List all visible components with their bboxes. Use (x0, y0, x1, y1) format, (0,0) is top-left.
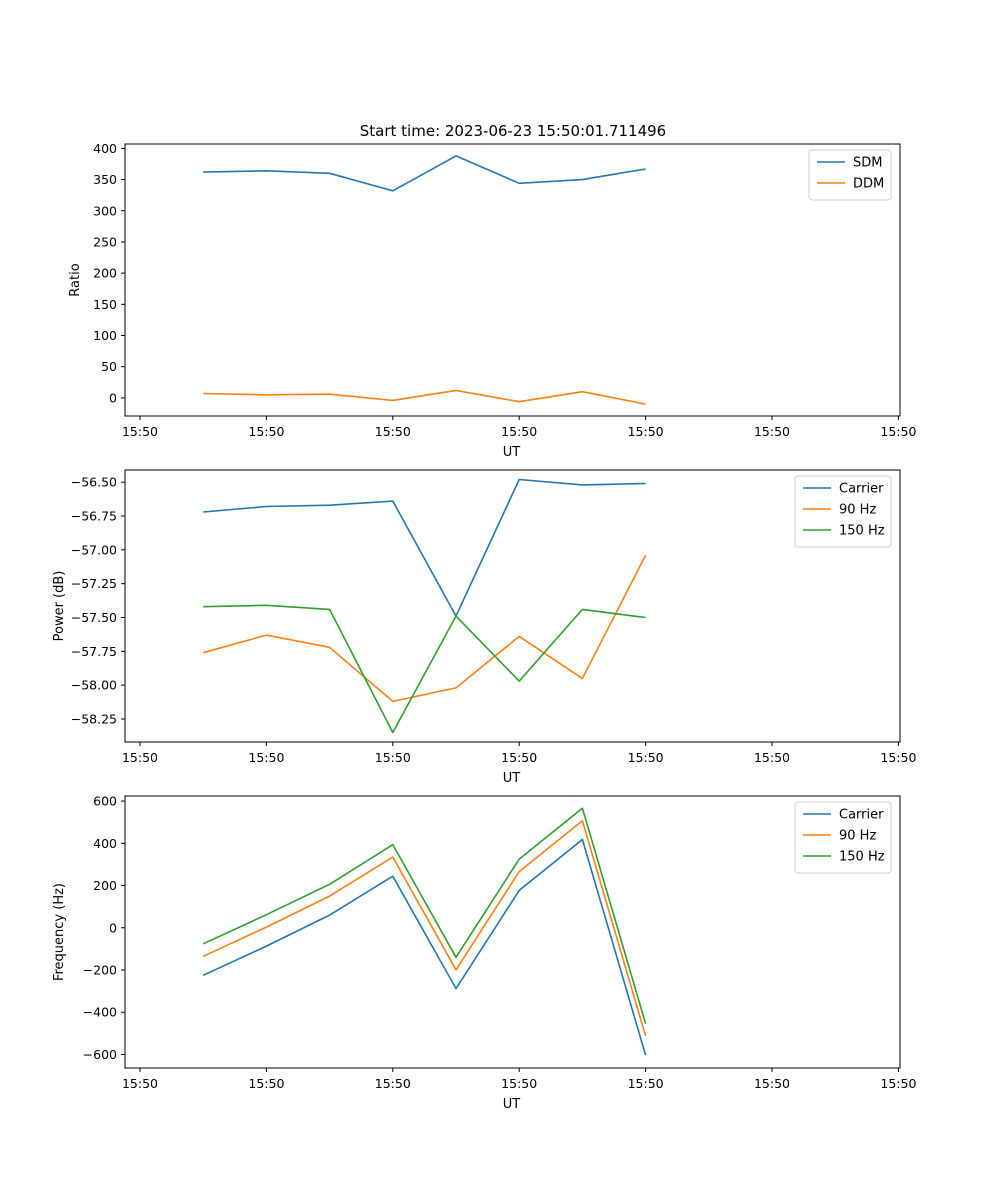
y-axis-label: Ratio (68, 263, 83, 296)
y-tick-label: 300 (93, 203, 117, 218)
legend-entry: DDM (853, 177, 884, 192)
legend-entry: 150 Hz (839, 850, 885, 865)
x-tick-label: 15:50 (501, 1076, 537, 1091)
subplots: 15:5015:5015:5015:5015:5015:5015:5015:51… (52, 141, 916, 1112)
legend: SDM DDM (808, 149, 892, 201)
subplot-3: 15:5015:5015:5015:5015:5015:5015:5015:51… (52, 794, 916, 1112)
y-tick-label: −58.25 (71, 711, 117, 726)
x-tick-label: 15:50 (754, 424, 790, 439)
series-line-sdm (203, 155, 646, 192)
x-tick-label: 15:50 (375, 424, 411, 439)
series-line-90-hz (202, 819, 647, 1037)
series-line-ddm (203, 389, 646, 405)
y-tick-label: −56.75 (71, 509, 117, 524)
x-tick-label: 15:50 (122, 1076, 158, 1091)
x-tick-label: 15:50 (754, 1076, 790, 1091)
legend-entry: Carrier (839, 808, 884, 823)
y-tick-label: −57.00 (71, 542, 117, 557)
x-tick-label: 15:50 (375, 750, 411, 765)
series-line-150-hz (203, 604, 646, 734)
x-tick-label: 15:50 (375, 1076, 411, 1091)
legend: Carrier 90 Hz 150 Hz (794, 801, 892, 874)
legend-entry: Carrier (839, 482, 884, 497)
y-tick-label: 0 (109, 390, 117, 405)
series-line-90-hz (202, 554, 647, 703)
subplot-1: 15:5015:5015:5015:5015:5015:5015:5015:51… (68, 141, 916, 460)
y-tick-label: −400 (83, 1005, 117, 1020)
axes-frame (124, 469, 901, 743)
y-tick-label: −57.75 (71, 644, 117, 659)
x-tick-label: 15:50 (501, 750, 537, 765)
y-tick-label: −200 (83, 963, 117, 978)
y-tick-label: 100 (93, 328, 117, 343)
x-tick-label: 15:50 (880, 424, 916, 439)
x-tick-label: 15:50 (248, 1076, 284, 1091)
series-line-150-hz (202, 807, 647, 1024)
figure-title: Start time: 2023-06-23 15:50:01.711496 (360, 122, 666, 140)
y-tick-label: 50 (101, 359, 117, 374)
x-tick-label: 15:50 (880, 1076, 916, 1091)
x-axis-label: UT (503, 1097, 521, 1112)
x-axis-label: UT (503, 771, 521, 786)
legend-entry: SDM (853, 156, 882, 171)
y-tick-label: −600 (83, 1047, 117, 1062)
series-line-carrier (203, 478, 646, 617)
y-tick-label: −58.00 (71, 678, 117, 693)
y-axis-label: Power (dB) (52, 571, 67, 642)
y-tick-label: 150 (93, 297, 117, 312)
x-tick-label: 15:50 (248, 424, 284, 439)
series-line-carrier (202, 838, 647, 1056)
legend: Carrier 90 Hz 150 Hz (794, 475, 892, 548)
y-tick-label: 200 (93, 266, 117, 281)
x-tick-label: 15:50 (628, 750, 664, 765)
y-tick-label: 200 (93, 878, 117, 893)
y-tick-label: 600 (93, 794, 117, 809)
y-tick-label: −57.25 (71, 576, 117, 591)
subplot-2: 15:5015:5015:5015:5015:5015:5015:5015:51… (52, 469, 916, 786)
y-axis-label: Frequency (Hz) (52, 883, 67, 981)
y-tick-label: −57.50 (71, 610, 117, 625)
legend-entry: 90 Hz (839, 503, 876, 518)
y-tick-label: 350 (93, 172, 117, 187)
y-tick-label: 250 (93, 234, 117, 249)
x-tick-label: 15:50 (628, 1076, 664, 1091)
x-tick-label: 15:50 (122, 424, 158, 439)
y-tick-label: −56.50 (71, 475, 117, 490)
y-tick-label: 400 (93, 141, 117, 156)
x-tick-label: 15:50 (754, 750, 790, 765)
axes-frame (124, 795, 901, 1069)
x-tick-label: 15:50 (122, 750, 158, 765)
legend-entry: 150 Hz (839, 524, 885, 539)
x-tick-label: 15:50 (501, 424, 537, 439)
y-tick-label: 400 (93, 836, 117, 851)
x-tick-label: 15:50 (248, 750, 284, 765)
legend-entry: 90 Hz (839, 829, 876, 844)
x-tick-label: 15:50 (880, 750, 916, 765)
y-tick-label: 0 (109, 920, 117, 935)
x-tick-label: 15:50 (628, 424, 664, 439)
x-axis-label: UT (503, 445, 521, 460)
axes-frame (124, 143, 901, 417)
